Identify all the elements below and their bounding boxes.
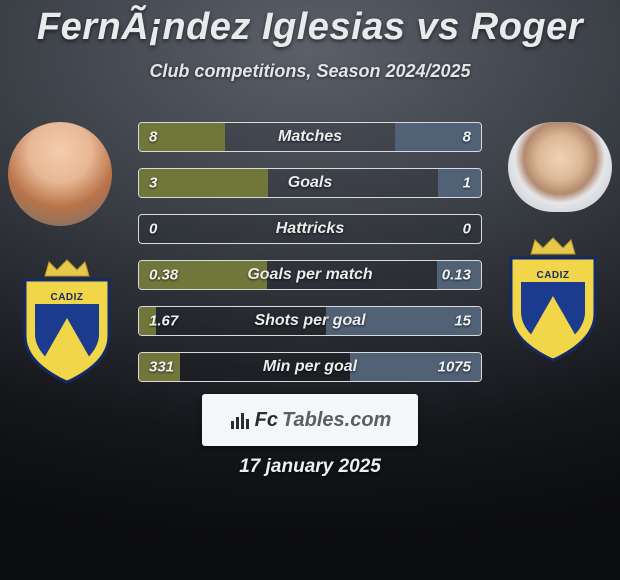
shield-label: CADIZ: [536, 270, 569, 281]
stat-label: Goals: [288, 174, 332, 192]
date-label: 17 january 2025: [0, 456, 620, 478]
club-2-crest: CADIZ: [494, 234, 612, 374]
stat-value-right: 0: [463, 221, 471, 238]
stat-label: Hattricks: [276, 220, 344, 238]
brand-box[interactable]: FcTables.com: [202, 394, 418, 446]
stat-value-right: 15: [454, 313, 471, 330]
subtitle: Club competitions, Season 2024/2025: [0, 61, 620, 82]
bar-left: [139, 169, 268, 197]
stat-value-left: 8: [149, 129, 157, 146]
stat-value-left: 1.67: [149, 313, 178, 330]
stat-value-left: 0.38: [149, 267, 178, 284]
player-1-avatar: [8, 122, 112, 226]
stat-row: 1.67 15 Shots per goal: [138, 306, 482, 336]
stat-label: Matches: [278, 128, 342, 146]
stat-row: 0.38 0.13 Goals per match: [138, 260, 482, 290]
brand-suffix: Tables.com: [282, 409, 391, 432]
stat-label: Min per goal: [263, 358, 357, 376]
stats-container: 8 8 Matches 3 1 Goals 0 0 Hattricks 0.38 0.13 Goals…: [138, 122, 482, 398]
shield-icon: [507, 252, 599, 364]
stat-row: 0 0 Hattricks: [138, 214, 482, 244]
stat-value-right: 8: [463, 129, 471, 146]
player-2-avatar: [508, 122, 612, 212]
page-title: FernÃ¡ndez Iglesias vs Roger: [0, 0, 620, 49]
stat-row: 8 8 Matches: [138, 122, 482, 152]
stat-value-right: 0.13: [442, 267, 471, 284]
club-1-crest: CADIZ: [8, 256, 126, 396]
chart-icon: [229, 409, 251, 431]
stat-label: Shots per goal: [254, 312, 365, 330]
stat-value-left: 331: [149, 359, 174, 376]
bar-right: [438, 169, 481, 197]
stat-value-right: 1: [463, 175, 471, 192]
stat-value-right: 1075: [438, 359, 471, 376]
stat-row: 3 1 Goals: [138, 168, 482, 198]
stat-value-left: 3: [149, 175, 157, 192]
stat-row: 331 1075 Min per goal: [138, 352, 482, 382]
shield-label: CADIZ: [50, 292, 83, 303]
brand-prefix: Fc: [255, 409, 278, 432]
shield-icon: [21, 274, 113, 386]
stat-value-left: 0: [149, 221, 157, 238]
stat-label: Goals per match: [247, 266, 372, 284]
